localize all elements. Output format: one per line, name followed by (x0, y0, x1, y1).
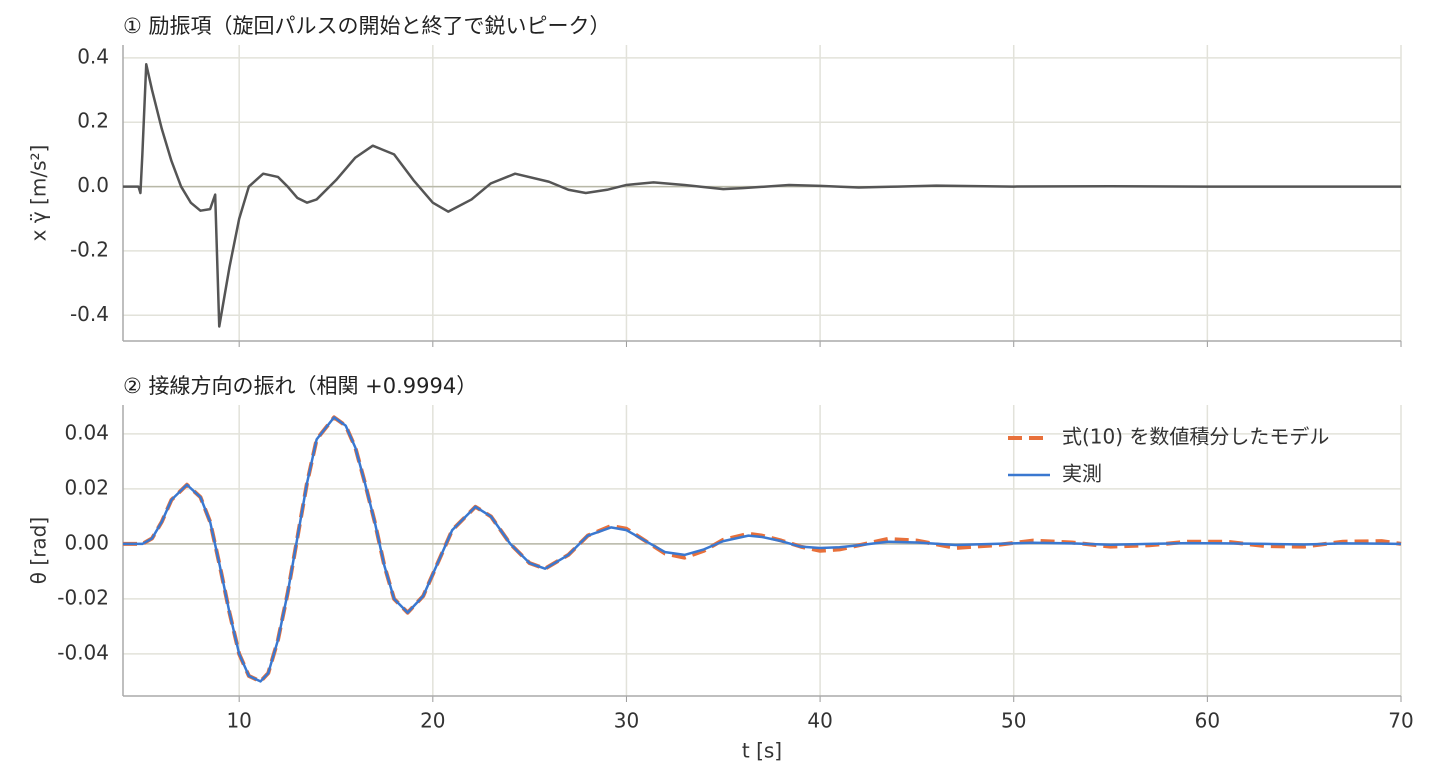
x-axis-label: t [s] (742, 739, 782, 763)
y-tick-label: -0.2 (70, 237, 109, 261)
y-tick-label: -0.4 (70, 302, 109, 326)
y-tick-label: 0.2 (77, 109, 109, 133)
x-tick-label: 40 (807, 709, 832, 733)
x-tick-label: 20 (420, 709, 445, 733)
legend-label: 式(10) を数値積分したモデル (1062, 425, 1329, 449)
data-line (123, 416, 1402, 683)
y-tick-label: -0.02 (57, 585, 109, 609)
x-tick-label: 60 (1195, 709, 1220, 733)
y-tick-label: 0.04 (64, 420, 109, 444)
x-tick-label: 30 (614, 709, 639, 733)
panel-title: ② 接線方向の振れ（相関 +0.9994） (123, 374, 477, 398)
y-tick-label: 0.00 (64, 530, 109, 554)
y-tick-label: -0.04 (57, 640, 109, 664)
y-tick-label: 0.02 (64, 475, 109, 499)
x-tick-label: 70 (1388, 709, 1413, 733)
panel-title: ① 励振項（旋回パルスの開始と終了で鋭いピーク） (123, 14, 611, 38)
y-axis-label: x γ̈ [m/s²] (27, 145, 51, 242)
data-line (123, 415, 1402, 684)
x-tick-label: 50 (1001, 709, 1026, 733)
y-tick-label: 0.0 (77, 173, 109, 197)
y-tick-label: 0.4 (77, 44, 109, 68)
y-axis-label: θ [rad] (27, 517, 51, 584)
x-tick-label: 10 (226, 709, 251, 733)
legend-label: 実測 (1062, 462, 1102, 486)
data-line (123, 63, 1401, 328)
